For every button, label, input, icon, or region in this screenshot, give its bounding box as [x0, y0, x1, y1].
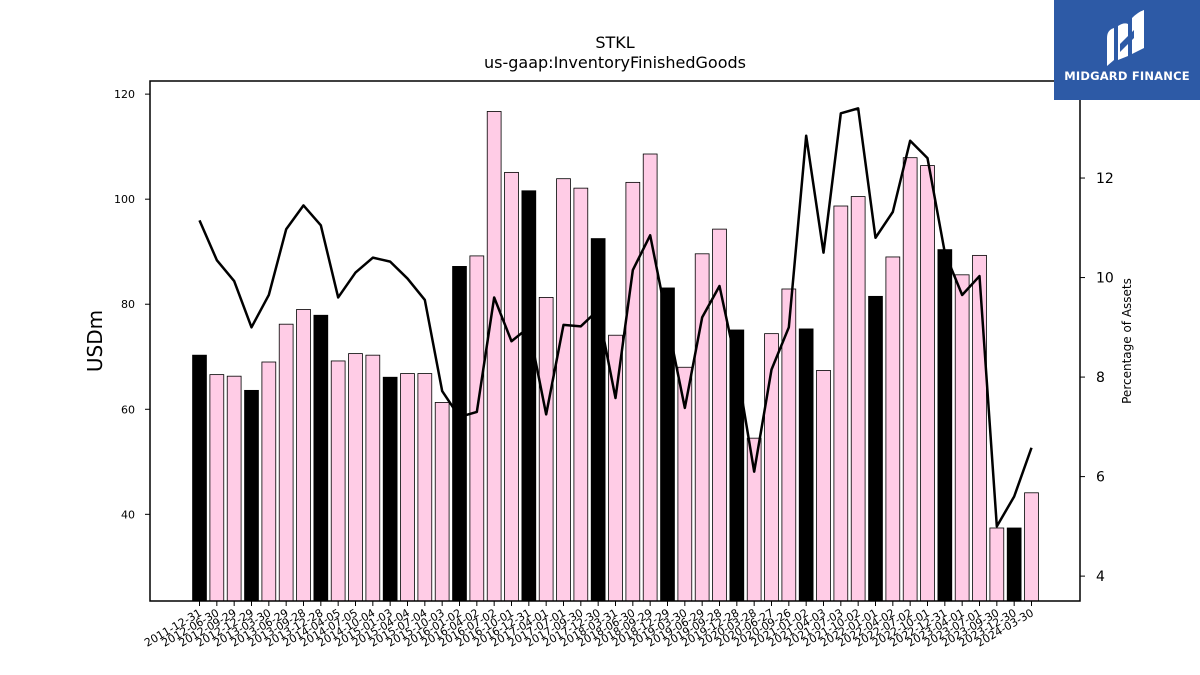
bar: [1024, 492, 1039, 602]
bar: [954, 274, 970, 602]
bar: [486, 111, 502, 602]
bar-series: [192, 111, 1039, 602]
bar: [313, 314, 329, 602]
bar: [798, 328, 814, 602]
bar: [192, 354, 207, 602]
bar: [365, 354, 381, 602]
bar: [625, 181, 641, 602]
bar: [1006, 527, 1022, 602]
bar: [417, 373, 433, 602]
chart-subtitle: us-gaap:InventoryFinishedGoods: [484, 53, 746, 72]
bar: [452, 266, 467, 602]
bar: [573, 187, 589, 602]
y-tick-label: 60: [121, 403, 135, 416]
brand-logo: MIDGARD FINANCE: [1054, 0, 1200, 100]
bar: [504, 171, 519, 602]
bar: [278, 323, 294, 602]
y-axis-label: USDm: [83, 310, 107, 372]
y2-tick-label: 6: [1096, 470, 1105, 486]
y2-axis-label: Percentage of Assets: [1120, 278, 1134, 404]
y2-tick-label: 4: [1096, 569, 1105, 585]
bar: [434, 402, 450, 602]
bar: [296, 309, 311, 602]
logo-text: MIDGARD FINANCE: [1064, 69, 1190, 83]
bar: [382, 376, 398, 602]
line-series: [198, 107, 1033, 528]
bar: [538, 296, 554, 602]
bar: [348, 353, 363, 602]
bar: [920, 165, 935, 602]
bar: [972, 254, 987, 602]
bar: [400, 373, 415, 602]
bar: [556, 178, 571, 602]
percentage-line: [198, 107, 1033, 528]
bar: [833, 205, 849, 602]
axes: 40608010012046810122011-12-312012-06-302…: [114, 88, 1114, 649]
y-tick-label: 100: [114, 193, 135, 206]
bar: [226, 375, 242, 602]
y2-tick-label: 12: [1096, 171, 1114, 187]
bar: [850, 196, 866, 602]
y-tick-label: 120: [114, 88, 135, 101]
bar: [261, 361, 277, 602]
bar: [469, 255, 485, 602]
bar: [330, 360, 346, 602]
y2-tick-label: 10: [1096, 271, 1114, 287]
bar: [937, 249, 953, 602]
bar: [694, 253, 710, 602]
bar: [590, 238, 606, 602]
y2-tick-label: 8: [1096, 370, 1105, 386]
bar: [902, 157, 918, 602]
bar: [521, 190, 537, 602]
bar: [209, 374, 225, 602]
bar: [989, 527, 1005, 602]
bar: [642, 153, 658, 602]
logo-mark-icon: [1107, 10, 1144, 66]
bar: [244, 389, 259, 602]
bar: [868, 295, 883, 602]
bar: [885, 256, 901, 602]
plot-frame: [149, 80, 1081, 602]
bar: [781, 288, 797, 602]
chart-title: STKL: [595, 33, 634, 52]
bar: [660, 287, 675, 602]
y-tick-label: 80: [121, 298, 135, 311]
bar: [816, 370, 831, 602]
bar: [746, 437, 762, 602]
y-tick-label: 40: [121, 508, 135, 521]
